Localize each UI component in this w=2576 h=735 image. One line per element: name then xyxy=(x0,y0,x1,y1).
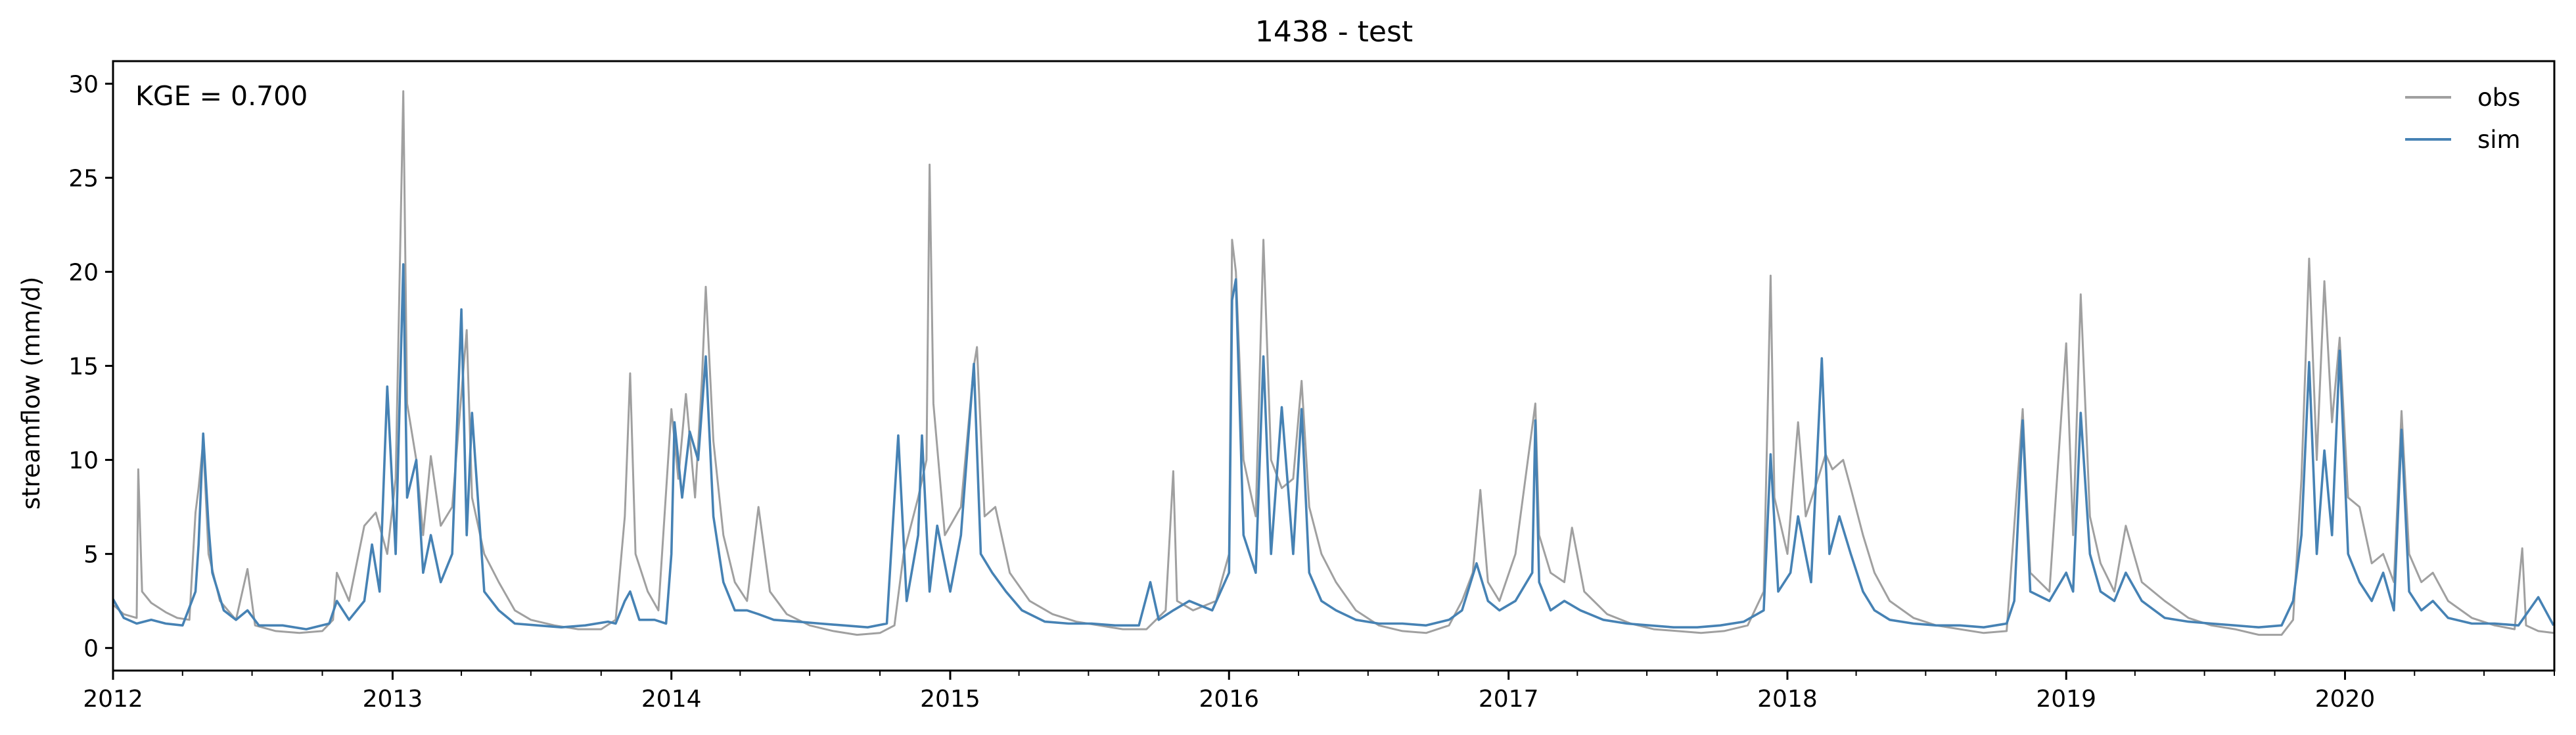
plot-frame xyxy=(112,60,2556,672)
x-tick-label: 2019 xyxy=(2036,686,2096,713)
legend-obs-label: obs xyxy=(2477,83,2520,112)
x-tick-label: 2017 xyxy=(1479,686,1539,713)
y-tick-label: 30 xyxy=(68,71,99,98)
legend: obs sim xyxy=(2405,83,2521,154)
x-tick-label: 2016 xyxy=(1199,686,1259,713)
series-line-sim xyxy=(112,263,2555,630)
y-axis-label: streamflow (mm/d) xyxy=(17,277,45,510)
y-tick-label: 5 xyxy=(83,542,99,569)
x-tick-label: 2014 xyxy=(641,686,702,713)
x-tick-label: 2020 xyxy=(2315,686,2376,713)
y-tick-label: 25 xyxy=(68,165,99,192)
chart-title: 1438 - test xyxy=(1255,15,1413,49)
x-tick-label: 2015 xyxy=(920,686,980,713)
y-tick-label: 15 xyxy=(68,354,99,381)
x-tick-label: 2013 xyxy=(363,686,423,713)
y-tick-label: 0 xyxy=(83,636,99,663)
kge-annotation: KGE = 0.700 xyxy=(135,80,308,112)
legend-sim-label: sim xyxy=(2477,126,2521,154)
plot-area xyxy=(112,90,2555,636)
y-tick-label: 20 xyxy=(68,259,99,286)
x-tick-label: 2012 xyxy=(83,686,143,713)
series-line-obs xyxy=(112,90,2554,636)
axes: 0 5 10 15 20 25 30 2012 2013 2014 2015 2016 2017 2018… xyxy=(68,71,2555,713)
y-tick-label: 10 xyxy=(68,448,99,475)
x-tick-label: 2018 xyxy=(1757,686,1818,713)
